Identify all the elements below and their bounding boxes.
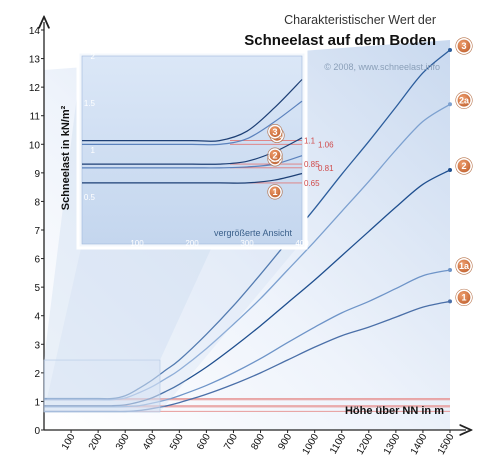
- y-tick-label: 4: [34, 312, 40, 323]
- y-axis-label: Schneelast in kN/m²: [60, 105, 72, 210]
- zoom-region: [43, 359, 161, 413]
- y-tick-label: 6: [34, 255, 40, 266]
- inset-x-tick-labels: 100 200 300 400: [130, 239, 309, 248]
- inset-series-line: [82, 79, 303, 142]
- series-badge: 3: [267, 124, 283, 140]
- series-end-point: [448, 48, 452, 52]
- y-tick-label: 8: [34, 197, 40, 208]
- x-axis-label: Höhe über NN in m: [345, 405, 444, 417]
- series-end-point: [448, 299, 452, 304]
- inset-y-tick-label: 1.5: [84, 99, 96, 108]
- inset-note: vergrößerte Ansicht: [214, 228, 293, 238]
- series-end-point: [448, 168, 452, 172]
- reference-label: 1.1: [304, 137, 316, 146]
- svg-text:3: 3: [461, 41, 466, 51]
- x-tick-labels: 100 200 300 400 500 600 700 800 900 1000 1100 1200 1…: [60, 430, 457, 457]
- inset-series-line: [82, 172, 303, 184]
- y-tick-label: 11: [30, 112, 41, 123]
- y-tick-label: 0: [34, 426, 40, 437]
- inset-panel: 0.5 1 1.5 2 100 200 300 400 1.1 1.06 0.850.81 0.6…: [76, 50, 334, 250]
- series-badge: 1: [455, 288, 473, 307]
- series-end-point: [448, 102, 452, 107]
- series-badge: 3: [455, 37, 473, 55]
- title-line2: Schneelast auf dem Boden: [244, 32, 436, 49]
- series-end-point: [448, 268, 452, 272]
- series-badge: 2: [267, 147, 283, 163]
- inset-y-tick-label: 2: [91, 52, 96, 61]
- x-tick-label: 1500: [436, 432, 457, 457]
- y-tick-label: 10: [29, 140, 41, 151]
- series-badge: 2a: [455, 91, 473, 109]
- svg-text:2: 2: [461, 161, 466, 171]
- inset-x-tick-label: 400: [295, 239, 309, 248]
- x-tick-label: 1300: [382, 432, 403, 457]
- inset-y-tick-label: 1: [91, 146, 96, 155]
- x-tick-label: 700: [222, 432, 240, 452]
- svg-text:1: 1: [272, 187, 277, 197]
- main-badges: 1 1a 2 2a 3: [455, 37, 473, 307]
- svg-text:2: 2: [272, 150, 277, 160]
- inset-y-tick-label: 0.5: [84, 193, 96, 202]
- reference-label: 1.06: [318, 140, 334, 149]
- x-tick-label: 1100: [328, 432, 348, 457]
- x-tick-label: 200: [87, 432, 105, 452]
- y-tick-label: 5: [34, 283, 40, 294]
- inset-series-line: [82, 100, 303, 146]
- y-tick-label: 1: [34, 397, 40, 408]
- x-tick-label: 500: [168, 432, 186, 452]
- y-tick-label: 9: [34, 169, 40, 180]
- inset-x-tick-label: 300: [240, 239, 254, 248]
- x-tick-label: 300: [114, 432, 132, 452]
- x-tick-label: 600: [195, 432, 213, 452]
- y-tick-label: 2: [34, 369, 40, 380]
- svg-text:3: 3: [272, 127, 277, 137]
- reference-label: 0.65: [304, 179, 320, 188]
- inset-x-tick-label: 100: [130, 239, 144, 248]
- title-line1: Charakteristischer Wert der: [284, 13, 436, 27]
- svg-text:1: 1: [461, 293, 466, 303]
- reference-lines: [44, 398, 450, 412]
- x-tick-label: 100: [60, 432, 78, 452]
- series-badge: 1: [267, 184, 283, 200]
- series-badge: 2: [455, 157, 473, 175]
- inset-y-tick-labels: 0.5 1 1.5 2: [84, 52, 96, 202]
- x-tick-label: 800: [249, 432, 267, 452]
- inset-reference-labels: 1.1 1.06 0.850.81 0.65: [304, 137, 334, 188]
- series-badge: 1a: [455, 257, 473, 275]
- y-tick-label: 12: [29, 83, 41, 94]
- y-tick-label: 14: [29, 26, 41, 37]
- svg-text:1a: 1a: [459, 261, 470, 271]
- credit-text: © 2008, www.schneelast.info: [324, 62, 440, 72]
- svg-text:2a: 2a: [459, 95, 470, 105]
- y-tick-label: 3: [34, 340, 40, 351]
- reference-label: 0.85: [304, 160, 320, 169]
- x-tick-label: 1200: [355, 432, 376, 457]
- x-tick-label: 1400: [409, 432, 430, 457]
- zoom-connector-lower: [44, 244, 300, 412]
- inset-x-tick-label: 200: [185, 239, 199, 248]
- reference-label: 0.81: [318, 164, 334, 173]
- y-tick-label: 7: [34, 226, 40, 237]
- x-tick-label: 1000: [301, 432, 322, 457]
- y-tick-label: 13: [29, 55, 41, 66]
- x-tick-label: 900: [276, 432, 294, 452]
- x-tick-label: 400: [141, 432, 159, 452]
